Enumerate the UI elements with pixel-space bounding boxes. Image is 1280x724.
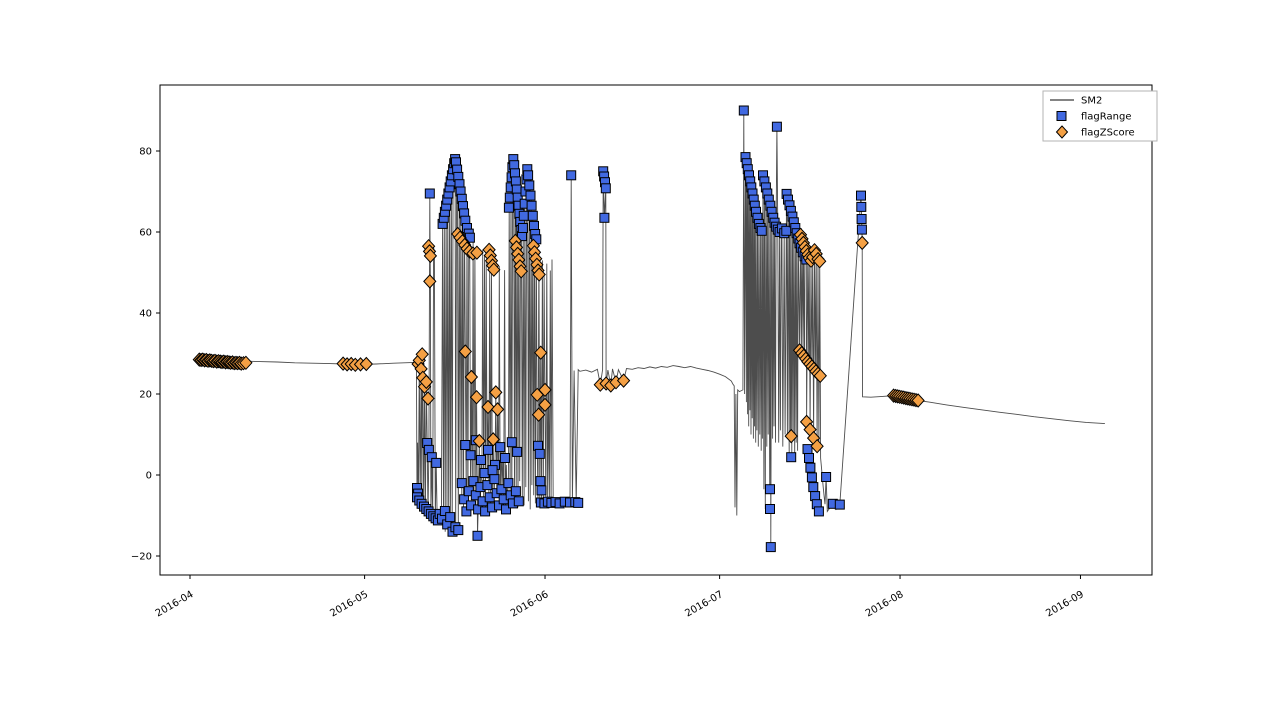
legend-diamond-sample: [1055, 125, 1069, 139]
legend-label: flagRange: [1081, 112, 1131, 123]
x-tick-label: 2016-09: [1044, 589, 1086, 619]
plot-area: [160, 85, 1152, 575]
x-tick-label: 2016-07: [683, 589, 725, 619]
x-tick-label: 2016-04: [154, 589, 196, 619]
y-tick-label: 60: [139, 228, 152, 239]
y-tick-label: −20: [131, 552, 152, 563]
y-tick-label: 20: [139, 390, 152, 401]
plot-frame: [159, 84, 1153, 576]
y-tick-label: 80: [139, 147, 152, 158]
legend-label: flagZScore: [1081, 128, 1135, 139]
y-tick-label: 0: [146, 471, 152, 482]
flagzscore-markers: [192, 226, 925, 454]
legend-label: SM2: [1081, 96, 1102, 107]
x-tick-label: 2016-06: [509, 589, 551, 619]
legend-square-sample: [1056, 111, 1067, 121]
x-axis: 2016-04 2016-05 2016-06 2016-07 2016-08 2016-…: [154, 575, 1086, 619]
x-tick-label: 2016-05: [328, 589, 370, 619]
legend: SM2 flagRange flagZScore: [1042, 90, 1158, 142]
y-axis: −20 0 20 40 60 80: [131, 147, 160, 563]
x-tick-label: 2016-08: [864, 589, 906, 619]
flagrange-markers: [412, 105, 867, 553]
y-tick-label: 40: [139, 309, 152, 320]
